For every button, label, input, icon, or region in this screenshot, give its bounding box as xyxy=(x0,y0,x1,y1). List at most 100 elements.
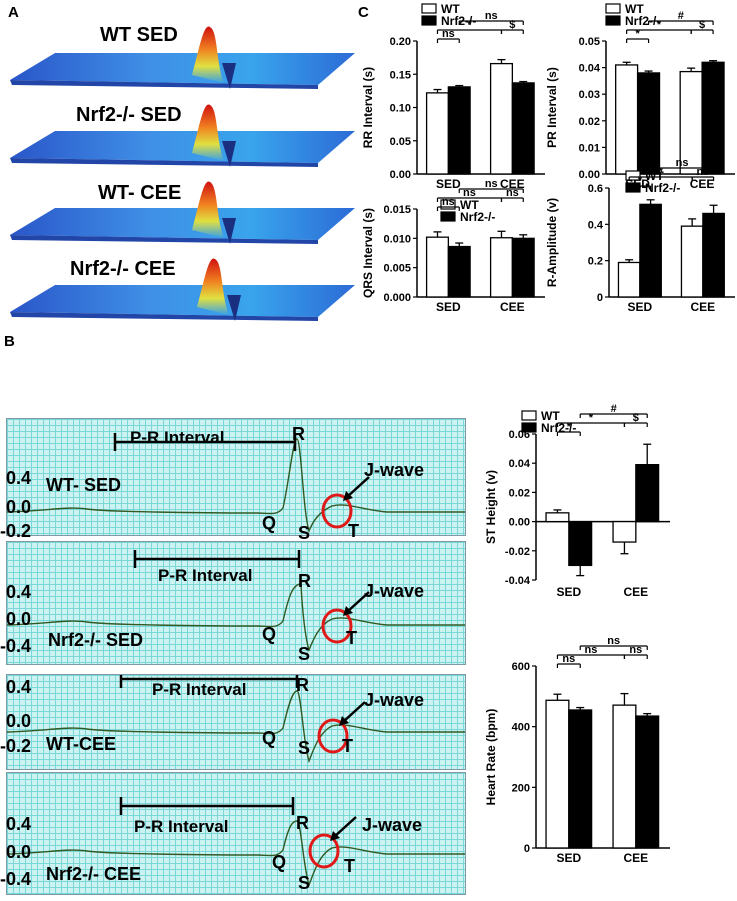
ecg2-pr-label: P-R Interval xyxy=(152,680,247,699)
y-tick-label: 400 xyxy=(512,722,530,734)
y-tick-label: -0.04 xyxy=(505,575,531,587)
y-tick-label: 0.2 xyxy=(588,256,603,268)
surface-edge xyxy=(10,235,318,244)
sig-label: ns xyxy=(485,10,498,22)
sig-label: * xyxy=(659,166,664,178)
legend-swatch xyxy=(625,182,641,193)
jwave-arrow-1 xyxy=(346,591,370,613)
legend-label: WT xyxy=(625,2,644,16)
x-tick-label: SED xyxy=(556,585,581,599)
jwave-circle-2 xyxy=(317,718,349,754)
sig-label: ns xyxy=(676,157,689,169)
bar-nrf2-cee xyxy=(635,715,660,849)
sig-label: # xyxy=(678,10,684,22)
ecg-waveform-3 xyxy=(7,820,465,888)
panel-label-c: C xyxy=(358,4,369,21)
y-tick-label: 0.15 xyxy=(390,69,411,81)
ecg3-s-label: S xyxy=(298,873,311,893)
bar-wt-cee xyxy=(680,225,704,298)
ecg0-jwave-label: J-wave xyxy=(364,460,425,480)
ecg2-tick-top: 0.4 xyxy=(6,677,32,697)
bar-wt-sed xyxy=(617,261,641,298)
y-tick-label: 0.04 xyxy=(579,63,601,75)
surface-1 xyxy=(10,104,355,167)
sig-label: ns xyxy=(585,644,598,656)
bar-wt-cee xyxy=(612,704,637,849)
ecg-trace-wt-cee xyxy=(6,674,466,770)
ecg2-tick-bottom: -0.2 xyxy=(0,736,32,756)
ecg1-r-label: R xyxy=(298,571,311,591)
bar-nrf2-cee xyxy=(701,61,725,175)
ecg1-s-label: S xyxy=(298,644,311,664)
y-tick-label: 0.6 xyxy=(588,183,603,195)
x-tick-label: SED xyxy=(625,177,650,191)
y-tick-label: 0.000 xyxy=(383,292,411,304)
ecg2-name: WT-CEE xyxy=(46,734,116,754)
legend-label: Nrf2-/- xyxy=(541,421,576,435)
ecg0-r-label: R xyxy=(292,424,305,444)
jwave-arrowhead-0 xyxy=(343,491,353,501)
bar-nrf2-sed xyxy=(447,86,471,175)
y-tick-label: 0.4 xyxy=(588,219,604,231)
legend-swatch xyxy=(625,170,641,181)
y-tick-label: 0.02 xyxy=(579,116,600,128)
ecg0-s-label: S xyxy=(298,523,311,543)
legend-label: Nrf2-/- xyxy=(460,210,495,224)
sig-label: ns xyxy=(485,178,498,190)
y-tick-label: 0.04 xyxy=(509,458,531,470)
legend-label: WT xyxy=(460,198,479,212)
sig-label: * xyxy=(657,19,662,31)
y-tick-label: 200 xyxy=(512,782,530,794)
ecg3-tick-top: 0.4 xyxy=(6,814,32,834)
ecg0-tick-mid: 0.0 xyxy=(6,497,32,517)
ecg0-name: WT- SED xyxy=(46,475,121,495)
jwave-arrowhead-2 xyxy=(339,716,349,726)
surface-3 xyxy=(10,258,355,321)
sig-label: ns xyxy=(442,28,455,40)
jwave-arrow-3 xyxy=(333,816,357,838)
sig-label: $ xyxy=(633,412,639,424)
y-tick-label: 0 xyxy=(524,843,530,855)
ecg0-q-label: Q xyxy=(262,513,277,533)
legend-swatch xyxy=(605,15,621,26)
jwave-arrow-2 xyxy=(342,701,366,723)
y-tick-label: 0.01 xyxy=(579,142,600,154)
bar-wt-sed xyxy=(615,64,639,175)
surface-label-nrf2-sed: Nrf2-/- SED xyxy=(76,104,182,126)
sig-label: ns xyxy=(562,653,575,665)
y-tick-label: 0.20 xyxy=(390,36,411,48)
y-tick-label: 0.06 xyxy=(509,429,530,441)
ecg2-jwave-label: J-wave xyxy=(364,690,425,710)
y-tick-label: 600 xyxy=(512,661,530,673)
bar-wt-sed xyxy=(545,512,570,523)
bar-wt-cee xyxy=(489,237,514,298)
legend-swatch xyxy=(421,3,437,14)
sig-label: * xyxy=(589,412,594,424)
x-tick-label: SED xyxy=(436,177,461,191)
bar-nrf2-cee xyxy=(702,212,725,298)
bar-nrf2-cee xyxy=(511,82,535,175)
surface-spike xyxy=(192,104,224,161)
x-tick-label: SED xyxy=(628,300,653,314)
ecg1-tick-top: 0.4 xyxy=(6,582,32,602)
sig-label: ns xyxy=(506,187,519,199)
chart-0: 0.00 0.05 0.10 0.15 0.20 RR Interval (s) SED CE… xyxy=(361,2,545,191)
x-tick-label: CEE xyxy=(691,300,716,314)
y-axis-label: QRS Interval (s) xyxy=(361,208,375,298)
bar-nrf2-sed xyxy=(639,203,662,298)
ecg-waveform-2 xyxy=(7,690,465,764)
bar-nrf2-cee xyxy=(635,464,660,523)
bar-nrf2-cee xyxy=(511,237,535,298)
sig-label: ns xyxy=(607,635,620,647)
y-tick-label: 0.05 xyxy=(579,36,600,48)
legend-label: Nrf2-/- xyxy=(625,14,660,28)
ecg3-t-label: T xyxy=(344,856,355,876)
sig-label: ns xyxy=(442,196,455,208)
surface-dip xyxy=(227,295,241,321)
surface-label-nrf2-cee: Nrf2-/- CEE xyxy=(70,258,176,280)
bar-wt-sed xyxy=(425,236,450,298)
ecg0-t-label: T xyxy=(348,521,359,541)
surface-label-wt-sed: WT SED xyxy=(100,24,178,46)
ecg3-pr-label: P-R Interval xyxy=(134,817,229,836)
sig-label: ns xyxy=(629,644,642,656)
